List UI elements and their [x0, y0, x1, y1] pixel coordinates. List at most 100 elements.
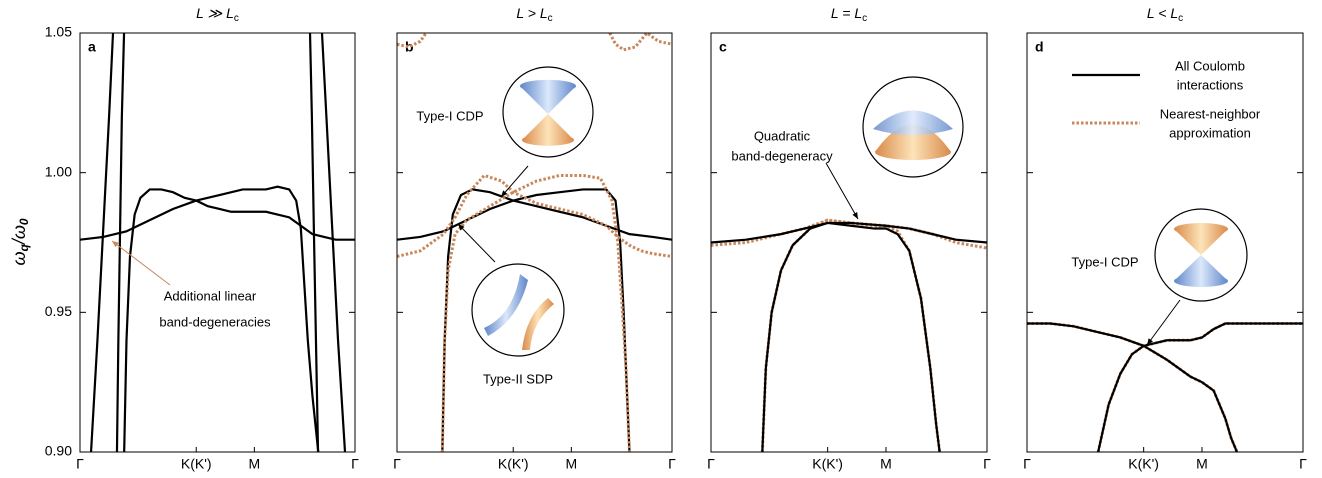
panel-letter: a	[88, 39, 96, 55]
y-axis-label-part: 0	[17, 218, 31, 225]
cone-rim	[1174, 223, 1228, 235]
y-axis-label-part: ω	[9, 252, 29, 266]
annotation: Type-II SDP	[483, 371, 553, 386]
arrow-head	[1147, 338, 1154, 345]
arrow-line	[111, 240, 171, 286]
plot-frame	[79, 32, 356, 453]
panel-title: L < Lc	[1147, 5, 1183, 24]
band-line	[308, 33, 320, 452]
band-line	[608, 33, 672, 52]
arrow-head	[501, 190, 508, 197]
band-line	[115, 33, 126, 452]
y-tick-label: 1.00	[45, 163, 72, 179]
x-tick-label: K(K')	[812, 456, 843, 472]
band-line	[1097, 322, 1303, 452]
x-tick-label: M	[249, 456, 261, 472]
band-line	[123, 188, 355, 452]
arrow-head	[852, 212, 858, 219]
dome	[873, 110, 953, 135]
panel-title: L = Lc	[831, 5, 867, 24]
legend-label: Nearest-neighbor	[1160, 106, 1261, 121]
band-line	[397, 188, 631, 452]
x-tick-label: Γ	[1299, 456, 1307, 472]
arrow-line	[825, 162, 859, 220]
panel-letter: d	[1035, 39, 1044, 55]
arrow-head	[458, 224, 465, 231]
panel-letter: b	[405, 39, 414, 55]
x-tick-label: Γ	[668, 456, 676, 472]
annotation: Quadratic	[754, 128, 811, 143]
arrow-line	[500, 165, 529, 198]
inset	[502, 66, 594, 158]
cone-rim	[1174, 275, 1228, 287]
plot-frame	[396, 32, 673, 453]
cone	[520, 86, 576, 114]
x-tick-label: Γ	[393, 456, 401, 472]
band-line	[1096, 322, 1303, 452]
panel-letter: c	[719, 39, 727, 55]
arrow-head	[112, 241, 119, 248]
title-text: L = L	[831, 5, 862, 21]
x-tick-label: Γ	[707, 456, 715, 472]
inset-circle	[471, 263, 565, 357]
x-tick-label: K(K')	[498, 456, 529, 472]
band-line	[711, 221, 987, 244]
arrow-line	[457, 223, 496, 263]
title-subscript: c	[1178, 13, 1183, 24]
y-axis-label: ωq/ω0	[9, 218, 31, 265]
band-line	[711, 218, 987, 250]
x-tick-label: M	[1196, 456, 1208, 472]
band-line	[761, 221, 941, 452]
y-tick-label: 1.05	[45, 24, 72, 40]
band-line	[397, 173, 672, 258]
cone	[522, 114, 574, 140]
x-tick-label: M	[566, 456, 578, 472]
y-tick-label: 0.90	[45, 443, 72, 459]
dome-rim	[875, 144, 951, 160]
title-subscript: c	[862, 13, 867, 24]
band-line	[440, 173, 631, 452]
band-line	[80, 185, 320, 452]
sheet	[484, 274, 528, 336]
inset	[862, 76, 964, 178]
legend-label: interactions	[1177, 77, 1244, 92]
x-tick-label: K(K')	[1128, 456, 1159, 472]
plot-frame	[710, 32, 988, 453]
x-tick-label: Γ	[1023, 456, 1031, 472]
legend-label: All Coulomb	[1175, 58, 1245, 73]
panel-title: L > Lc	[516, 5, 552, 24]
inset	[471, 263, 565, 357]
x-tick-label: Γ	[351, 456, 359, 472]
band-line	[89, 33, 115, 452]
annotation: band-degeneracies	[159, 314, 271, 329]
annotation: Type-I CDP	[416, 108, 483, 123]
title-text: L < L	[1147, 5, 1178, 21]
sheet	[522, 298, 554, 350]
y-axis-label-part: q	[17, 244, 31, 252]
band-line	[397, 33, 428, 49]
title-subscript: c	[234, 13, 239, 24]
cone-rim	[522, 134, 574, 146]
title-text: L ≫ L	[196, 5, 234, 21]
plot-frame	[1026, 32, 1304, 453]
x-tick-label: M	[880, 456, 892, 472]
cone	[1174, 229, 1228, 255]
y-tick-label: 0.95	[45, 303, 72, 319]
cone-rim	[520, 79, 576, 93]
annotation: band-degeneracy	[731, 148, 833, 163]
x-tick-label: Γ	[983, 456, 991, 472]
legend-label: approximation	[1169, 125, 1251, 140]
band-line	[320, 33, 347, 452]
cone	[1174, 255, 1228, 281]
title-text: L > L	[516, 5, 547, 21]
inset	[1154, 208, 1248, 302]
annotation: Type-I CDP	[1071, 254, 1138, 269]
band-line	[1027, 322, 1238, 452]
x-tick-label: K(K')	[181, 456, 212, 472]
title-subscript: c	[548, 13, 553, 24]
arrow-line	[1146, 299, 1181, 346]
annotation: Additional linear	[164, 288, 257, 303]
x-tick-label: Γ	[76, 456, 84, 472]
